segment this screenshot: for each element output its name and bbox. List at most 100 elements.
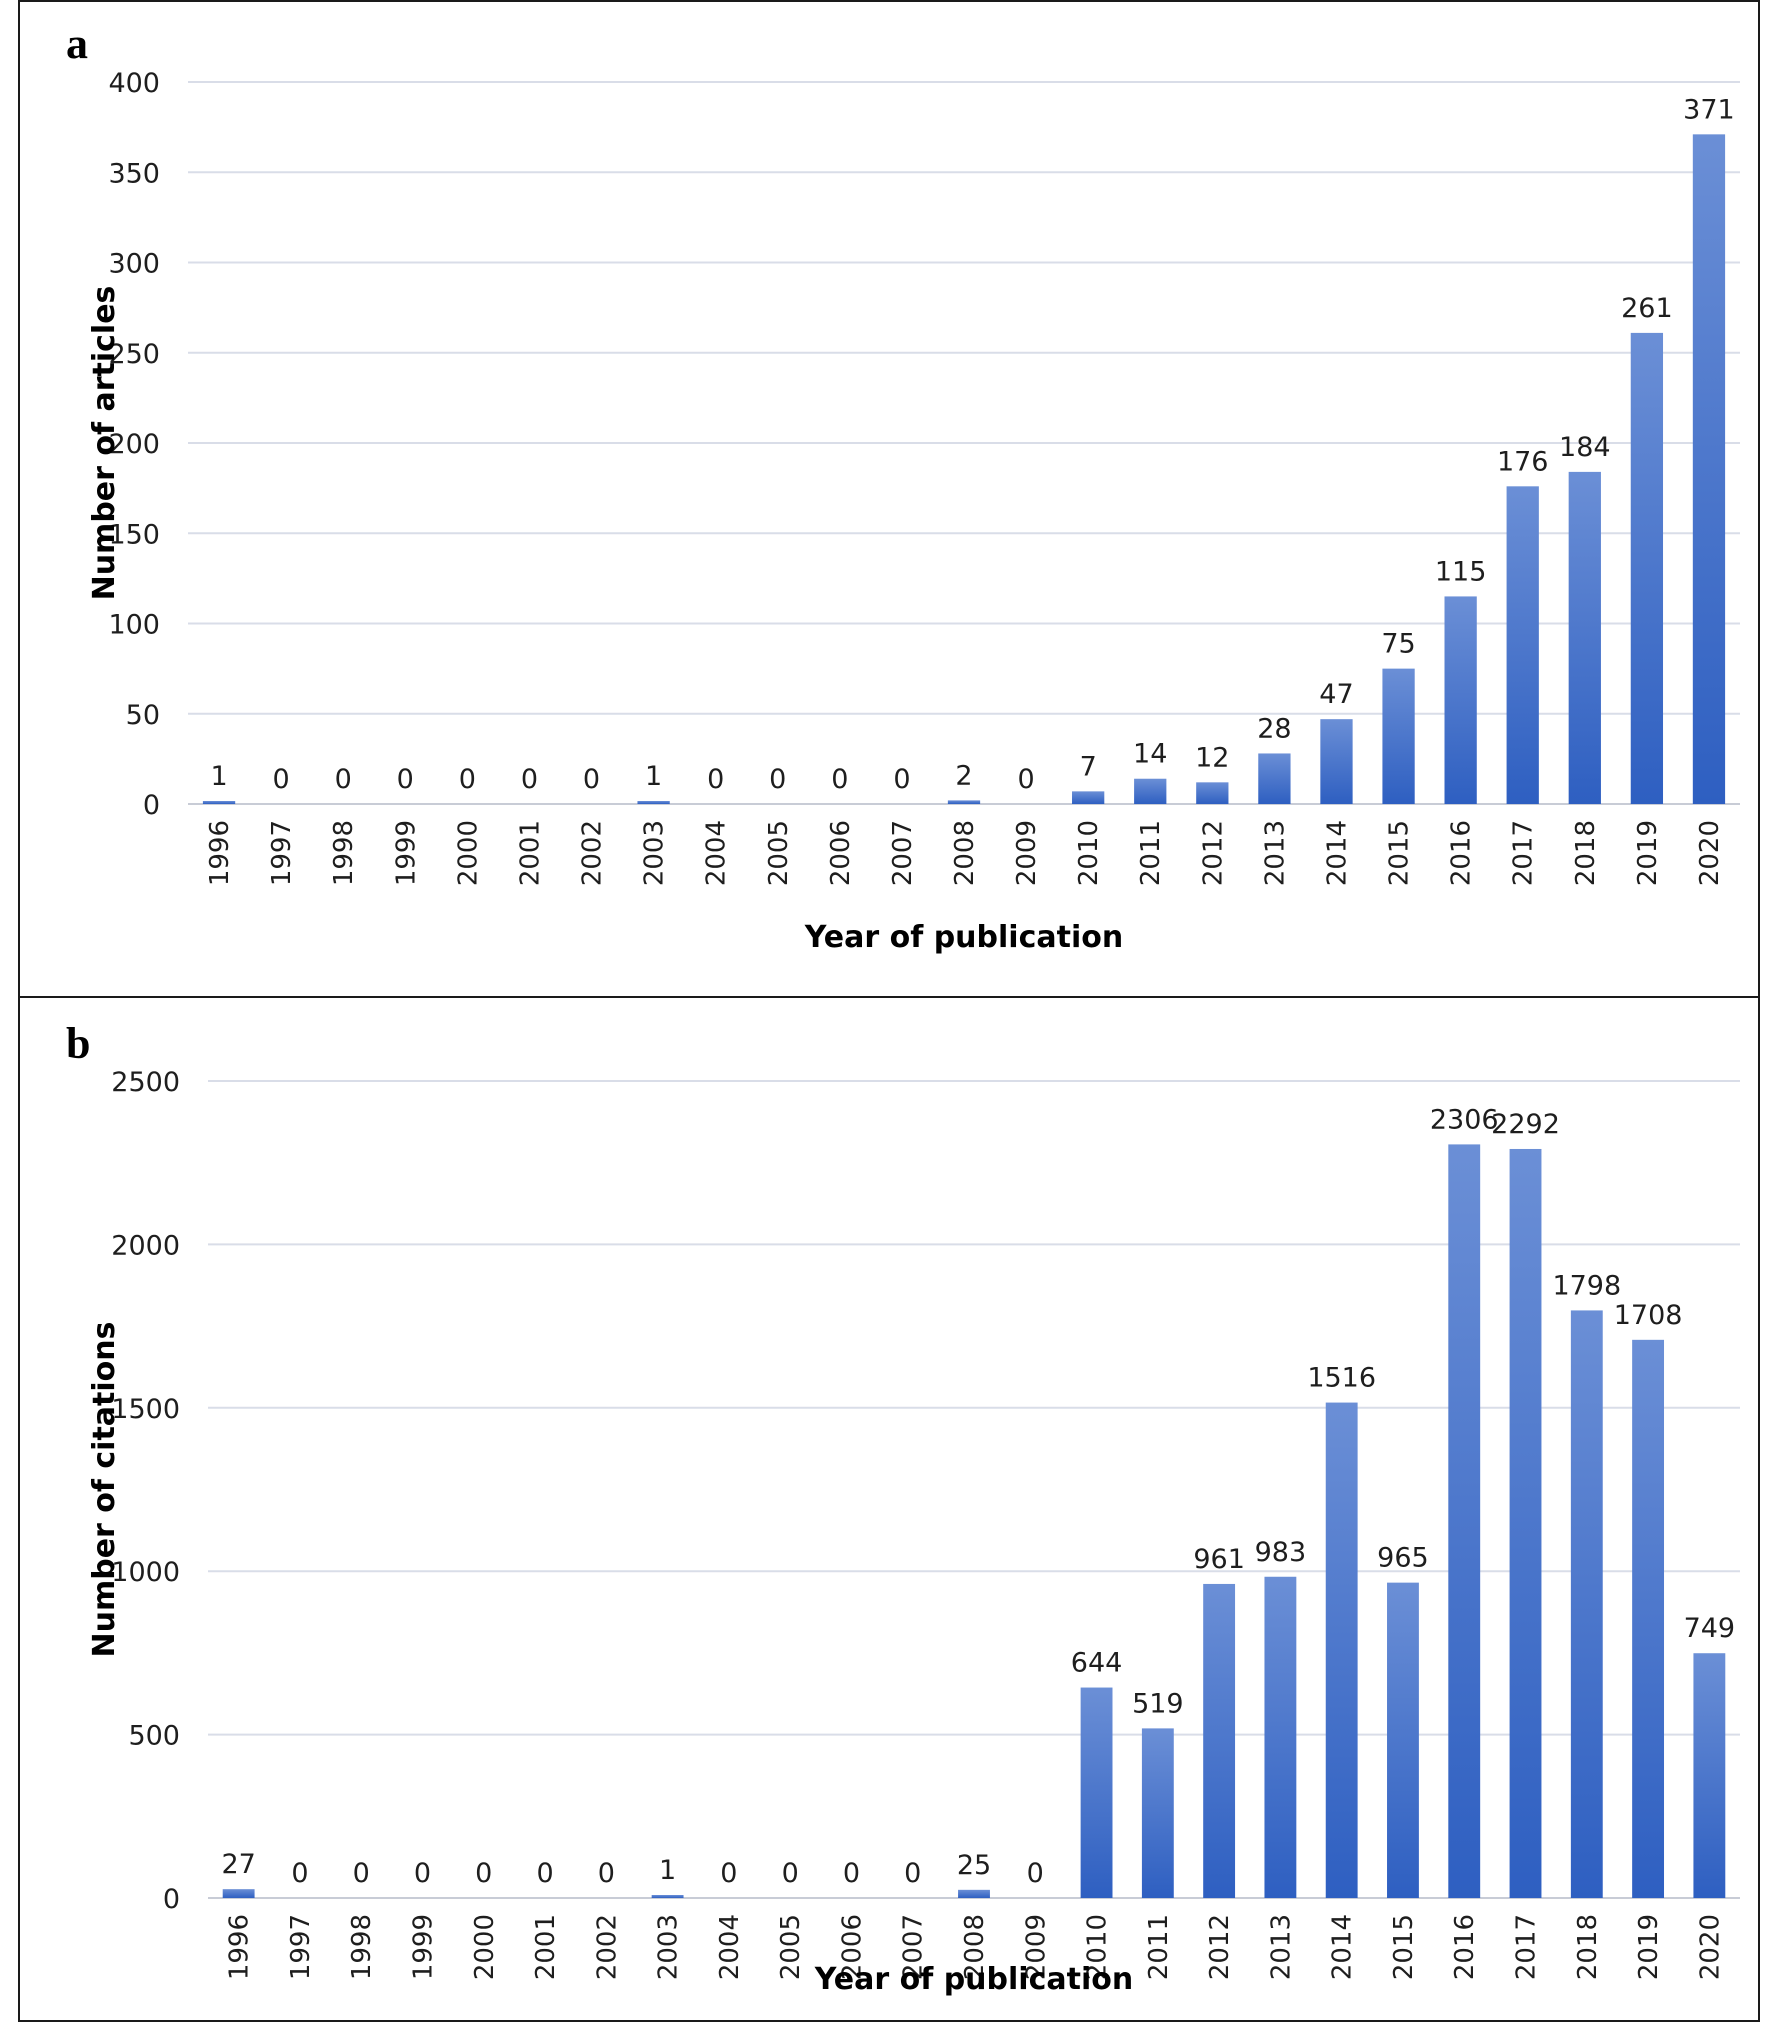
- x-tick-label: 1999: [408, 1914, 438, 1980]
- chart-panel-b: b 0 500 1000 1500 2000 2500 27 1996 0 1997 0 1998 0 1…: [18, 996, 1760, 2022]
- x-tick-label: 1998: [329, 820, 359, 886]
- bar-value-label: 0: [782, 1858, 799, 1889]
- y-tick-label: 1500: [111, 1394, 180, 1425]
- bar: [651, 1895, 684, 1898]
- x-tick-label: 2016: [1447, 820, 1477, 886]
- bar: [1072, 791, 1105, 804]
- x-tick-label: 2009: [1012, 820, 1042, 886]
- bar-value-label: 0: [521, 764, 538, 795]
- y-tick-label: 0: [143, 790, 160, 821]
- y-tick-label: 0: [163, 1884, 180, 1915]
- bar: [1444, 596, 1477, 804]
- bar-value-label: 184: [1559, 432, 1611, 463]
- x-tick-label: 2001: [531, 1914, 561, 1980]
- bar: [1080, 1687, 1113, 1898]
- x-tick-label: 1997: [267, 820, 297, 886]
- bar-value-label: 0: [1017, 764, 1034, 795]
- x-tick-label: 2004: [702, 820, 732, 886]
- x-tick-label: 2011: [1144, 1914, 1174, 1980]
- x-tick-label: 2013: [1266, 1914, 1296, 1980]
- y-tick-label: 1000: [111, 1557, 180, 1588]
- bar-value-label: 0: [583, 764, 600, 795]
- bar: [1448, 1144, 1481, 1898]
- x-tick-label: 2008: [950, 820, 980, 886]
- bar: [1509, 1148, 1542, 1898]
- bar-value-label: 1: [645, 761, 662, 792]
- bar-value-label: 0: [397, 764, 414, 795]
- y-axis-title: Number of articles: [87, 286, 122, 601]
- bar: [1141, 1728, 1174, 1898]
- x-tick-label: 2018: [1571, 820, 1601, 886]
- y-tick-label: 400: [108, 68, 160, 99]
- bar-value-label: 27: [221, 1849, 255, 1880]
- y-tick-label: 50: [126, 700, 160, 731]
- bar-value-label: 1: [659, 1855, 676, 1886]
- x-tick-label: 2011: [1136, 820, 1166, 886]
- bar-value-label: 261: [1621, 293, 1673, 324]
- bar: [958, 1889, 990, 1898]
- x-tick-label: 2007: [899, 1914, 929, 1980]
- x-tick-label: 2000: [470, 1914, 500, 1980]
- bar: [222, 1889, 255, 1898]
- x-tick-label: 1997: [286, 1914, 316, 1980]
- bar-value-label: 519: [1132, 1688, 1184, 1719]
- x-tick-label: 1996: [225, 1914, 255, 1980]
- x-tick-label: 2006: [826, 820, 856, 886]
- x-tick-label: 2007: [888, 820, 918, 886]
- x-tick-label: 2001: [515, 820, 545, 886]
- x-tick-label: 2016: [1450, 1914, 1480, 1980]
- x-tick-label: 2005: [764, 820, 794, 886]
- bar-value-label: 0: [707, 764, 724, 795]
- y-axis-title: Number of citations: [87, 1322, 122, 1658]
- x-tick-label: 2002: [578, 820, 608, 886]
- bar: [1203, 1583, 1236, 1898]
- articles-bar-chart: 0501001502002503003504001199601997019980…: [87, 68, 1740, 955]
- bar-value-label: 75: [1381, 629, 1415, 660]
- y-tick-label: 150: [108, 519, 160, 550]
- x-tick-label: 2009: [1021, 1914, 1051, 1980]
- x-tick-label: 2000: [453, 820, 483, 886]
- bar-value-label: 0: [335, 764, 352, 795]
- x-tick-label: 2014: [1322, 820, 1352, 886]
- y-tick-label: 300: [108, 249, 160, 280]
- x-tick-label: 2017: [1512, 1914, 1542, 1980]
- bar-value-label: 28: [1257, 713, 1291, 744]
- bar-value-label: 2292: [1491, 1109, 1560, 1140]
- bar: [1630, 332, 1664, 804]
- bar: [1387, 1582, 1419, 1898]
- bar-value-label: 115: [1435, 556, 1487, 587]
- bar: [1570, 1310, 1603, 1898]
- y-tick-label: 2500: [111, 1067, 180, 1098]
- bar-value-label: 2: [955, 760, 972, 791]
- bar-value-label: 0: [831, 764, 848, 795]
- bar: [637, 801, 670, 804]
- bar: [947, 800, 981, 804]
- bar-value-label: 47: [1319, 679, 1353, 710]
- bar-value-label: 0: [273, 764, 290, 795]
- bar-value-label: 644: [1071, 1648, 1123, 1679]
- bar: [1134, 778, 1167, 804]
- bar-value-label: 961: [1193, 1544, 1245, 1575]
- bar-value-label: 0: [1027, 1858, 1044, 1889]
- bar: [1568, 471, 1601, 804]
- x-axis-title: Year of publication: [814, 1962, 1133, 1997]
- bar: [1196, 782, 1229, 804]
- bar: [1264, 1576, 1297, 1898]
- bar-value-label: 176: [1497, 446, 1549, 477]
- x-tick-label: 1999: [391, 820, 421, 886]
- bar-value-label: 983: [1255, 1537, 1307, 1568]
- bar-value-label: 749: [1684, 1613, 1736, 1644]
- y-tick-label: 350: [108, 158, 160, 189]
- bar: [1382, 668, 1415, 804]
- bar-value-label: 965: [1377, 1543, 1429, 1574]
- x-tick-label: 2018: [1573, 1914, 1603, 1980]
- x-tick-label: 2015: [1385, 820, 1415, 886]
- bar: [202, 801, 236, 804]
- bar-value-label: 0: [536, 1858, 553, 1889]
- bar-value-label: 0: [720, 1858, 737, 1889]
- bar-value-label: 1708: [1614, 1300, 1683, 1331]
- panel-label-a: a: [66, 19, 88, 68]
- x-tick-label: 2004: [715, 1914, 745, 1980]
- bar: [1325, 1402, 1358, 1898]
- bar-value-label: 2306: [1430, 1104, 1499, 1135]
